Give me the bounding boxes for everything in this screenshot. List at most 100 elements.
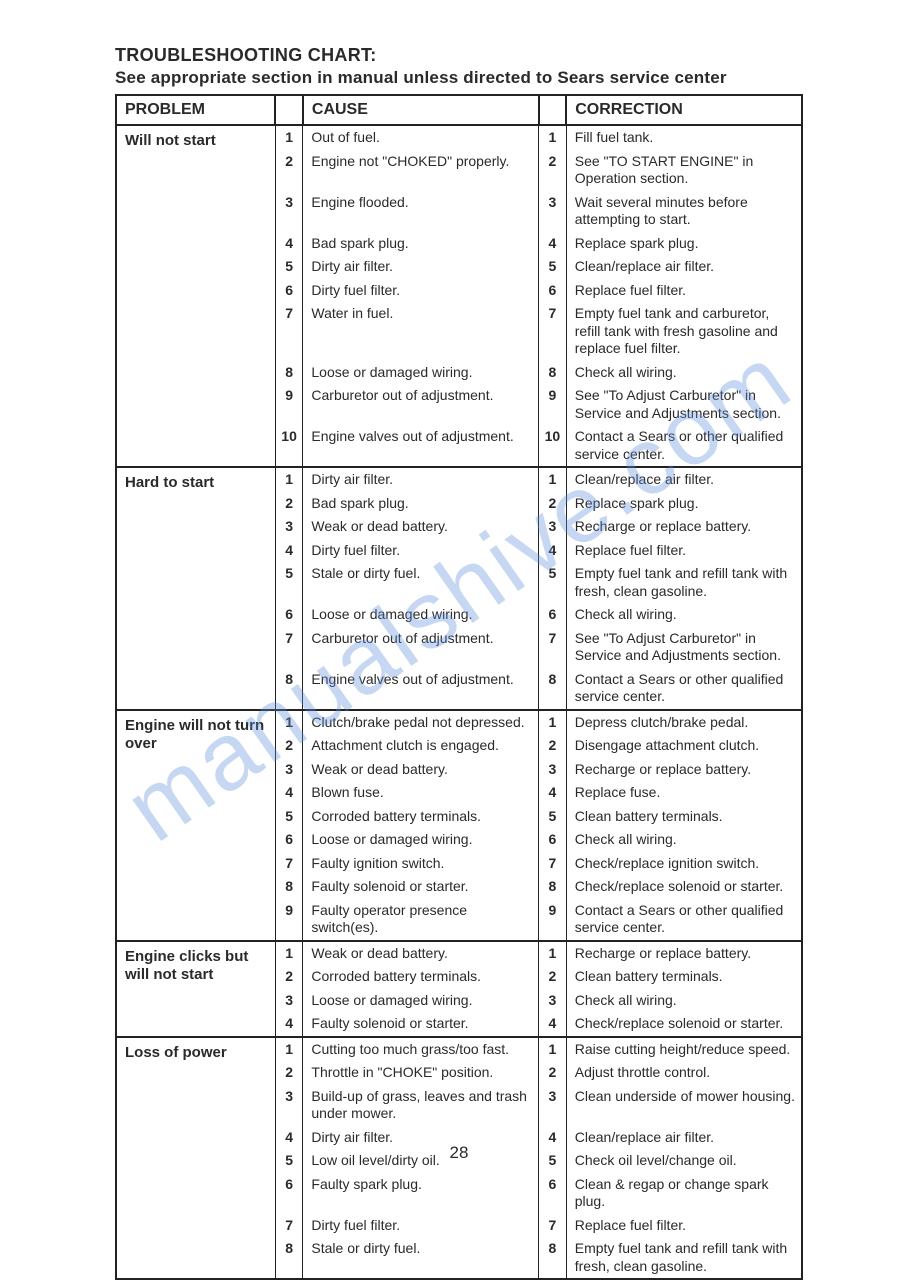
problem-cell: Engine will not turn over bbox=[116, 710, 275, 941]
correction-cell: Replace fuse. bbox=[566, 781, 802, 805]
correction-cell: Check all wiring. bbox=[566, 361, 802, 385]
cause-cell: Bad spark plug. bbox=[303, 492, 539, 516]
cause-number: 8 bbox=[275, 361, 303, 385]
correction-cell: Check all wiring. bbox=[566, 603, 802, 627]
cause-number: 4 bbox=[275, 232, 303, 256]
header-problem: PROBLEM bbox=[116, 95, 275, 125]
cause-number: 7 bbox=[275, 1214, 303, 1238]
correction-cell: Clean & regap or change spark plug. bbox=[566, 1173, 802, 1214]
correction-cell: Contact a Sears or other qualified servi… bbox=[566, 668, 802, 710]
cause-number: 8 bbox=[275, 668, 303, 710]
cause-number: 1 bbox=[275, 125, 303, 150]
cause-number: 4 bbox=[275, 781, 303, 805]
correction-cell: Fill fuel tank. bbox=[566, 125, 802, 150]
cause-number: 7 bbox=[275, 302, 303, 361]
correction-cell: Depress clutch/brake pedal. bbox=[566, 710, 802, 735]
cause-cell: Corroded battery terminals. bbox=[303, 965, 539, 989]
cause-cell: Faulty solenoid or starter. bbox=[303, 1012, 539, 1037]
correction-cell: Contact a Sears or other qualified servi… bbox=[566, 425, 802, 467]
cause-cell: Bad spark plug. bbox=[303, 232, 539, 256]
cause-number: 4 bbox=[275, 1012, 303, 1037]
correction-number: 7 bbox=[539, 1214, 567, 1238]
cause-number: 3 bbox=[275, 515, 303, 539]
cause-cell: Out of fuel. bbox=[303, 125, 539, 150]
correction-cell: Recharge or replace battery. bbox=[566, 758, 802, 782]
correction-number: 4 bbox=[539, 781, 567, 805]
cause-number: 10 bbox=[275, 425, 303, 467]
correction-number: 5 bbox=[539, 562, 567, 603]
cause-number: 3 bbox=[275, 989, 303, 1013]
correction-cell: Recharge or replace battery. bbox=[566, 515, 802, 539]
troubleshooting-table: PROBLEM CAUSE CORRECTION Will not start1… bbox=[115, 94, 803, 1280]
cause-cell: Loose or damaged wiring. bbox=[303, 603, 539, 627]
cause-cell: Loose or damaged wiring. bbox=[303, 361, 539, 385]
correction-cell: See "To Adjust Carburetor" in Service an… bbox=[566, 384, 802, 425]
correction-cell: Disengage attachment clutch. bbox=[566, 734, 802, 758]
correction-number: 9 bbox=[539, 384, 567, 425]
correction-cell: Raise cutting height/reduce speed. bbox=[566, 1037, 802, 1062]
cause-cell: Blown fuse. bbox=[303, 781, 539, 805]
cause-number: 2 bbox=[275, 492, 303, 516]
cause-number: 7 bbox=[275, 852, 303, 876]
cause-cell: Clutch/brake pedal not depressed. bbox=[303, 710, 539, 735]
cause-number: 1 bbox=[275, 710, 303, 735]
correction-cell: Check all wiring. bbox=[566, 828, 802, 852]
cause-cell: Stale or dirty fuel. bbox=[303, 562, 539, 603]
cause-cell: Water in fuel. bbox=[303, 302, 539, 361]
cause-cell: Faulty operator presence switch(es). bbox=[303, 899, 539, 941]
chart-title: TROUBLESHOOTING CHART: bbox=[115, 45, 803, 66]
correction-number: 2 bbox=[539, 1061, 567, 1085]
correction-cell: Check/replace solenoid or starter. bbox=[566, 875, 802, 899]
table-row: Engine will not turn over1Clutch/brake p… bbox=[116, 710, 802, 735]
correction-number: 8 bbox=[539, 361, 567, 385]
correction-cell: Wait several minutes before attempting t… bbox=[566, 191, 802, 232]
cause-number: 9 bbox=[275, 899, 303, 941]
cause-cell: Dirty fuel filter. bbox=[303, 539, 539, 563]
cause-number: 6 bbox=[275, 279, 303, 303]
correction-cell: Replace fuel filter. bbox=[566, 1214, 802, 1238]
correction-number: 6 bbox=[539, 1173, 567, 1214]
cause-cell: Engine valves out of adjustment. bbox=[303, 668, 539, 710]
cause-number: 5 bbox=[275, 805, 303, 829]
correction-number: 4 bbox=[539, 539, 567, 563]
cause-number: 4 bbox=[275, 539, 303, 563]
cause-cell: Attachment clutch is engaged. bbox=[303, 734, 539, 758]
cause-number: 7 bbox=[275, 627, 303, 668]
correction-cell: Empty fuel tank and carburetor, refill t… bbox=[566, 302, 802, 361]
cause-cell: Corroded battery terminals. bbox=[303, 805, 539, 829]
cause-cell: Throttle in "CHOKE" position. bbox=[303, 1061, 539, 1085]
correction-number: 3 bbox=[539, 515, 567, 539]
cause-cell: Stale or dirty fuel. bbox=[303, 1237, 539, 1279]
cause-cell: Loose or damaged wiring. bbox=[303, 989, 539, 1013]
cause-number: 3 bbox=[275, 758, 303, 782]
cause-number: 3 bbox=[275, 191, 303, 232]
correction-cell: Clean underside of mower housing. bbox=[566, 1085, 802, 1126]
table-row: Hard to start1Dirty air filter.1Clean/re… bbox=[116, 467, 802, 492]
correction-number: 1 bbox=[539, 941, 567, 966]
header-cause: CAUSE bbox=[303, 95, 539, 125]
correction-cell: Clean/replace air filter. bbox=[566, 255, 802, 279]
correction-number: 7 bbox=[539, 302, 567, 361]
cause-cell: Engine flooded. bbox=[303, 191, 539, 232]
cause-cell: Dirty fuel filter. bbox=[303, 279, 539, 303]
cause-cell: Faulty ignition switch. bbox=[303, 852, 539, 876]
correction-number: 4 bbox=[539, 232, 567, 256]
correction-cell: See "TO START ENGINE" in Operation secti… bbox=[566, 150, 802, 191]
cause-number: 6 bbox=[275, 828, 303, 852]
cause-number: 8 bbox=[275, 1237, 303, 1279]
cause-number: 5 bbox=[275, 562, 303, 603]
correction-cell: Recharge or replace battery. bbox=[566, 941, 802, 966]
header-cause-num bbox=[275, 95, 303, 125]
correction-number: 8 bbox=[539, 875, 567, 899]
cause-number: 1 bbox=[275, 467, 303, 492]
correction-number: 5 bbox=[539, 805, 567, 829]
cause-cell: Carburetor out of adjustment. bbox=[303, 627, 539, 668]
correction-number: 4 bbox=[539, 1012, 567, 1037]
correction-number: 3 bbox=[539, 191, 567, 232]
cause-number: 6 bbox=[275, 603, 303, 627]
table-row: Will not start1Out of fuel.1Fill fuel ta… bbox=[116, 125, 802, 150]
cause-number: 1 bbox=[275, 941, 303, 966]
cause-number: 9 bbox=[275, 384, 303, 425]
table-row: Engine clicks but will not start1Weak or… bbox=[116, 941, 802, 966]
correction-number: 6 bbox=[539, 828, 567, 852]
